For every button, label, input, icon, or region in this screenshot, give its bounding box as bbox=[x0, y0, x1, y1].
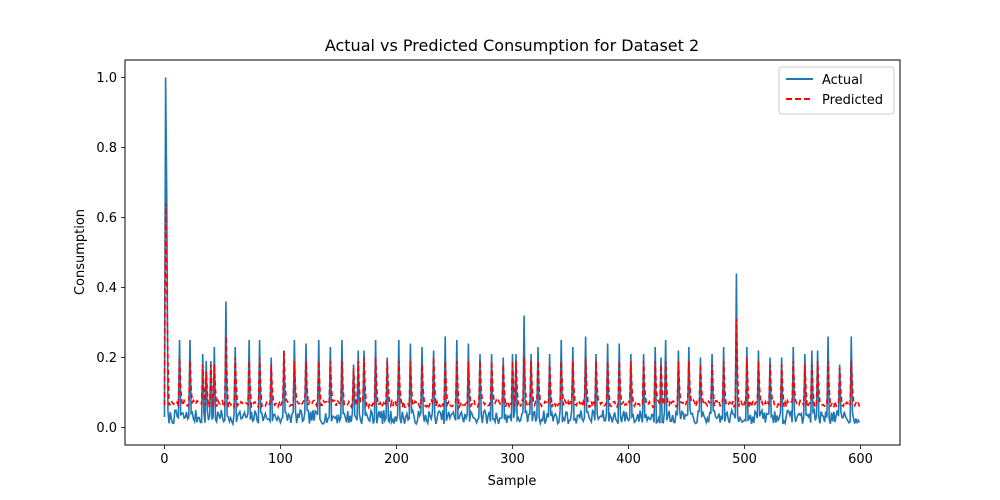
x-axis: 0 100 200 300 400 500 600 bbox=[160, 445, 873, 467]
y-axis-label: Consumption bbox=[73, 209, 88, 295]
x-tick-label: 0 bbox=[160, 452, 168, 467]
x-tick-label: 500 bbox=[732, 452, 757, 467]
y-tick-label: 0.4 bbox=[96, 281, 117, 296]
y-tick-label: 0.6 bbox=[96, 211, 117, 226]
x-tick-label: 200 bbox=[384, 452, 409, 467]
x-axis-label: Sample bbox=[488, 474, 537, 489]
x-tick-label: 100 bbox=[268, 452, 293, 467]
series-line-predicted bbox=[163, 203, 861, 410]
y-axis: 0.0 0.2 0.4 0.6 0.8 1.0 bbox=[96, 71, 125, 436]
legend-label-predicted: Predicted bbox=[822, 93, 883, 108]
y-tick-label: 0.2 bbox=[96, 351, 117, 366]
plot-area bbox=[163, 77, 861, 427]
x-tick-label: 400 bbox=[616, 452, 641, 467]
x-tick-label: 300 bbox=[500, 452, 525, 467]
chart-title: Actual vs Predicted Consumption for Data… bbox=[325, 36, 699, 55]
x-tick-label: 600 bbox=[848, 452, 873, 467]
y-tick-label: 0.0 bbox=[96, 421, 117, 436]
legend-label-actual: Actual bbox=[822, 73, 863, 88]
y-tick-label: 1.0 bbox=[96, 71, 117, 86]
legend: Actual Predicted bbox=[778, 66, 895, 115]
y-tick-label: 0.8 bbox=[96, 141, 117, 156]
